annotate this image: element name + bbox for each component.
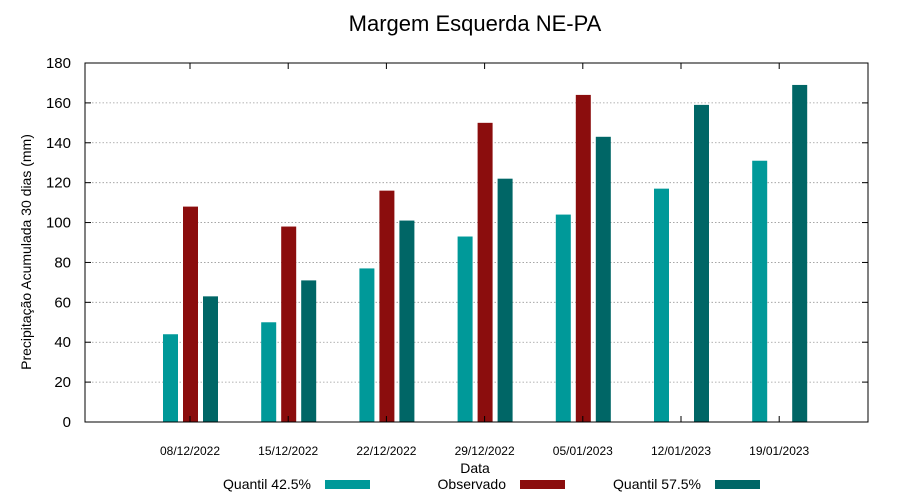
legend-label: Observado [438,476,507,492]
legend-swatch [325,480,370,489]
bar [555,214,571,422]
bars [163,84,808,423]
x-axis-label: Data [460,460,490,476]
bar [457,236,473,422]
bar [477,122,493,422]
bar [399,220,415,422]
x-tick-label: 19/01/2023 [749,444,809,458]
x-tick-label: 29/12/2022 [455,444,515,458]
y-tick-label: 180 [46,55,71,72]
bar [359,268,375,422]
bar [497,178,513,422]
bar [694,104,709,422]
y-axis-label: Precipitação Acumulada 30 dias (mm) [18,134,34,370]
legend-swatch [520,480,565,489]
x-tick-label: 22/12/2022 [356,444,416,458]
x-axis-ticks: 08/12/2022 15/12/2022 22/12/2022 29/12/2022… [160,63,810,458]
legend-swatch [715,480,760,489]
plot-frame [84,62,869,423]
y-tick-label: 40 [54,334,71,351]
bar [595,136,611,423]
y-tick-label: 60 [54,294,71,311]
bar [575,94,591,423]
x-tick-label: 05/01/2023 [553,444,613,458]
y-tick-label: 100 [46,215,71,232]
chart-title: Margem Esquerda NE-PA [349,11,602,36]
bar [752,160,768,422]
y-tick-label: 140 [46,135,71,152]
x-tick-label: 15/12/2022 [258,444,318,458]
y-tick-label: 0 [63,414,71,431]
y-tick-label: 160 [46,95,71,112]
bar [792,84,808,422]
y-tick-label: 80 [54,254,71,271]
legend-label: Quantil 42.5% [223,476,311,492]
y-tick-label: 20 [54,374,71,391]
y-axis-ticks: 0 20 40 60 80 100 120 140 160 180 [46,55,868,431]
bar [203,296,218,422]
bar [281,226,297,422]
bar [379,190,395,422]
bar [261,322,277,422]
x-tick-label: 08/12/2022 [160,444,220,458]
y-tick-label: 120 [46,175,71,192]
bar [301,280,317,422]
bar [163,334,178,422]
bar [654,188,669,422]
legend-label: Quantil 57.5% [613,476,701,492]
legend: Quantil 42.5% Observado Quantil 57.5% [223,476,760,492]
x-tick-label: 12/01/2023 [651,444,711,458]
grid-lines [85,102,868,383]
bar [183,206,198,422]
